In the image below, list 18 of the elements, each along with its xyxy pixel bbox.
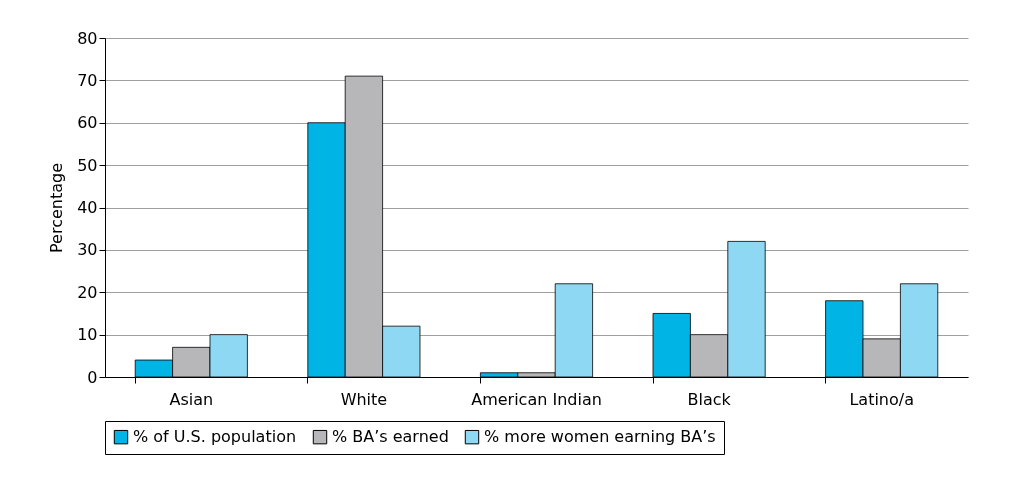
x-tick-label: Latino/a <box>849 389 914 409</box>
x-tick-label: White <box>340 389 388 409</box>
y-tick-label: 60 <box>77 113 98 133</box>
y-tick-label: 80 <box>77 28 98 48</box>
x-tick-label: American Indian <box>471 389 602 409</box>
y-tick-label: 30 <box>77 240 98 260</box>
x-tick-label: Asian <box>169 389 214 409</box>
y-tick-label: 20 <box>77 282 98 302</box>
y-tick-label: 0 <box>87 367 98 387</box>
y-tick-label: 50 <box>77 155 98 175</box>
y-axis-title: Percentage <box>47 162 67 254</box>
y-tick-label: 70 <box>77 70 98 90</box>
legend-label: % more women earning BA’s <box>484 427 716 447</box>
y-tick-label: 10 <box>77 325 98 345</box>
legend-label: % of U.S. population <box>133 427 297 447</box>
y-tick-label: 40 <box>77 198 98 217</box>
x-tick-label: Black <box>687 389 732 409</box>
legend-label: % BA’s earned <box>332 427 449 447</box>
